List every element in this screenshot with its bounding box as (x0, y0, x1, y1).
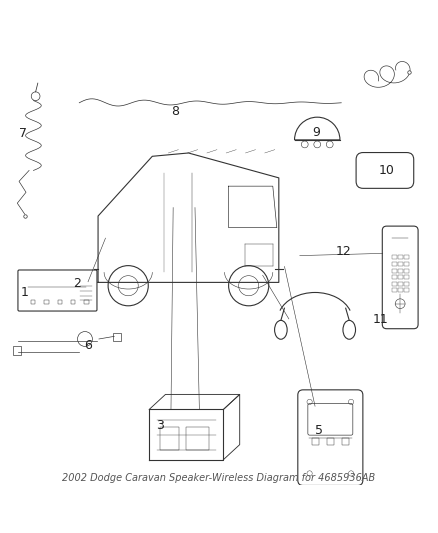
Bar (392, 262, 397, 266)
Bar (403, 282, 409, 286)
Text: 11: 11 (373, 313, 389, 326)
Bar (392, 282, 397, 286)
Text: 5: 5 (315, 424, 323, 437)
Bar (44, 301, 49, 304)
Bar (398, 288, 403, 292)
Bar (392, 275, 397, 279)
Text: 9: 9 (312, 126, 320, 139)
Bar (398, 269, 403, 272)
Bar (160, 427, 179, 450)
Bar (398, 255, 403, 260)
Bar (113, 333, 121, 341)
Text: 8: 8 (171, 104, 179, 118)
Text: 7: 7 (19, 127, 28, 140)
Bar (186, 427, 208, 450)
Bar (403, 288, 409, 292)
Bar (13, 345, 21, 355)
Bar (398, 282, 403, 286)
Text: 3: 3 (156, 419, 164, 432)
Bar (327, 438, 334, 445)
Bar (403, 255, 409, 260)
Bar (84, 301, 88, 304)
Bar (311, 438, 318, 445)
Bar (31, 301, 35, 304)
Bar (392, 288, 397, 292)
Text: 1: 1 (21, 286, 28, 299)
Text: 6: 6 (84, 340, 92, 352)
Bar (392, 255, 397, 260)
Bar (342, 438, 349, 445)
Bar (57, 301, 62, 304)
Bar (403, 269, 409, 272)
Text: 12: 12 (336, 245, 351, 258)
Bar (398, 275, 403, 279)
Bar (403, 275, 409, 279)
Bar (392, 269, 397, 272)
Bar (398, 262, 403, 266)
Bar (71, 301, 75, 304)
Text: 10: 10 (379, 164, 395, 177)
Text: 2002 Dodge Caravan Speaker-Wireless Diagram for 4685936AB: 2002 Dodge Caravan Speaker-Wireless Diag… (62, 473, 376, 482)
Text: 2: 2 (73, 278, 81, 290)
Bar (403, 262, 409, 266)
